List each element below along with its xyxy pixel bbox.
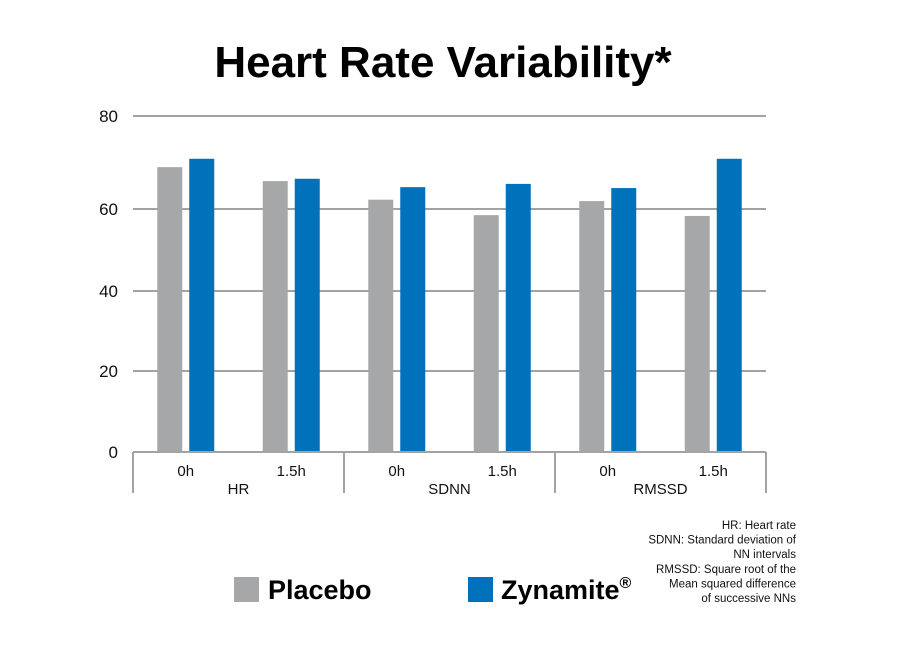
gridlines	[133, 115, 766, 372]
bar-placebo-rmssd-1-5h	[684, 215, 710, 452]
legend-swatch-zynamite	[468, 577, 493, 602]
y-tick-label-80: 80	[99, 107, 118, 126]
registered-mark: ®	[620, 575, 632, 592]
y-tick-label-0: 0	[109, 443, 118, 462]
legend-label-placebo: Placebo	[268, 575, 372, 605]
bar-placebo-sdnn-0h	[368, 199, 394, 452]
footnote-line-0: HR: Heart rate	[722, 520, 796, 532]
legend-swatch-placebo	[234, 577, 259, 602]
footnote: HR: Heart rate SDNN: Standard deviation o…	[648, 520, 796, 605]
legend-label-zynamite-text: Zynamite	[501, 575, 620, 605]
x-tick-label-sdnn-1: 1.5h	[488, 463, 517, 480]
legend-label-zynamite: Zynamite®	[501, 575, 632, 605]
bar-zynamite-rmssd-1-5h	[716, 158, 742, 452]
footnote-line-5: of successive NNs	[701, 593, 796, 605]
bar-zynamite-hr-0h	[189, 158, 215, 452]
group-label-hr: HR	[228, 481, 250, 498]
footnote-line-2: NN intervals	[733, 549, 796, 561]
x-tick-label-rmssd-0: 0h	[599, 463, 616, 480]
bar-zynamite-sdnn-1-5h	[505, 183, 531, 452]
x-tick-label-hr-1: 1.5h	[277, 463, 306, 480]
chart-title: Heart Rate Variability*	[214, 38, 672, 87]
bar-placebo-rmssd-0h	[579, 201, 605, 452]
footnote-line-4: Mean squared difference	[669, 578, 796, 590]
legend: Placebo Zynamite®	[234, 575, 632, 605]
footnote-line-3: RMSSD: Square root of the	[656, 564, 796, 576]
bar-zynamite-sdnn-0h	[400, 187, 426, 452]
group-label-rmssd: RMSSD	[633, 481, 687, 498]
x-axis: 0h 1.5h HR 0h 1.5h SDNN 0h 1.5h RMSSD	[132, 451, 767, 498]
bar-placebo-hr-0h	[157, 167, 183, 452]
y-tick-label-40: 40	[99, 282, 118, 301]
bar-placebo-sdnn-1-5h	[473, 215, 499, 452]
bar-zynamite-rmssd-0h	[611, 188, 637, 452]
y-tick-label-60: 60	[99, 200, 118, 219]
footnote-line-1: SDNN: Standard deviation of	[648, 535, 796, 547]
group-label-sdnn: SDNN	[428, 481, 471, 498]
bars	[157, 158, 742, 452]
x-tick-label-hr-0: 0h	[177, 463, 194, 480]
y-tick-label-20: 20	[99, 362, 118, 381]
bar-placebo-hr-1-5h	[262, 181, 288, 452]
x-tick-label-sdnn-0: 0h	[388, 463, 405, 480]
bar-zynamite-hr-1-5h	[294, 178, 320, 452]
x-tick-label-rmssd-1: 1.5h	[699, 463, 728, 480]
y-axis-ticks: 0 20 40 60 80	[99, 107, 118, 462]
